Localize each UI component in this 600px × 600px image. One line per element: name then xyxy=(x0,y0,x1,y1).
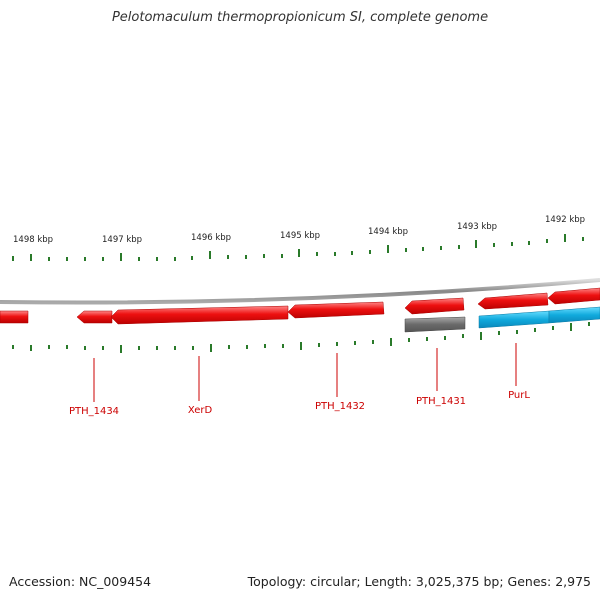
accession-label: Accession: NC_009454 xyxy=(9,574,152,589)
inner-tick-track xyxy=(12,322,590,353)
gene-label-pth-1432[interactable]: PTH_1432 xyxy=(315,401,365,412)
gene-arrow-pth-1432[interactable] xyxy=(287,301,385,319)
outer-tick-track xyxy=(12,234,584,261)
scale-label-1494: 1494 kbp xyxy=(368,227,408,237)
gene-block-blue[interactable] xyxy=(478,310,550,329)
scale-label-1498: 1498 kbp xyxy=(13,235,53,245)
gene-block-blue-right[interactable] xyxy=(548,306,600,324)
leader-lines xyxy=(93,343,517,402)
scale-label-1495: 1495 kbp xyxy=(280,231,320,241)
gene-arrow-partial-left[interactable] xyxy=(0,310,29,324)
scale-label-1492: 1492 kbp xyxy=(545,215,585,225)
gene-track-red xyxy=(0,287,600,325)
genome-summary: Topology: circular; Length: 3,025,375 bp… xyxy=(247,574,591,589)
genome-backbone xyxy=(0,278,600,305)
gene-label-xerd[interactable]: XerD xyxy=(188,405,213,416)
genome-title: Pelotomaculum thermopropionicum SI, comp… xyxy=(111,10,489,25)
gene-arrow-pth-1434[interactable] xyxy=(76,310,113,324)
gene-label-purl[interactable]: PurL xyxy=(508,390,530,401)
scale-label-1493: 1493 kbp xyxy=(457,222,497,232)
gene-track-secondary xyxy=(404,306,600,333)
scale-label-1497: 1497 kbp xyxy=(102,235,142,245)
gene-arrow-xerd[interactable] xyxy=(110,305,289,325)
gene-label-pth-1431[interactable]: PTH_1431 xyxy=(416,396,466,407)
scale-label-1496: 1496 kbp xyxy=(191,233,231,243)
gene-label-pth-1434[interactable]: PTH_1434 xyxy=(69,406,119,417)
gene-block-gray[interactable] xyxy=(404,316,466,333)
gene-arrow-partial-right[interactable] xyxy=(547,287,600,305)
gene-arrow-purl[interactable] xyxy=(477,292,549,310)
gene-arrow-pth-1431[interactable] xyxy=(404,297,465,315)
